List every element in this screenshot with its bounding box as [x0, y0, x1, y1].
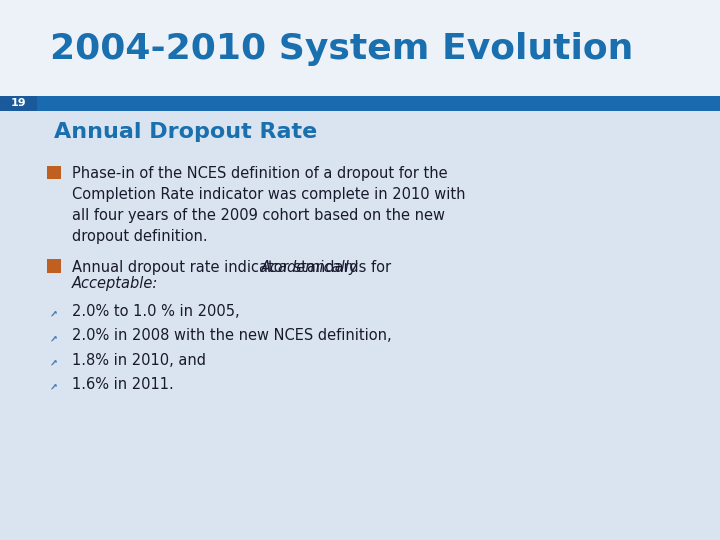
Text: ✔: ✔: [48, 380, 56, 389]
Bar: [47, 166, 61, 179]
Text: ✔: ✔: [48, 355, 56, 365]
Text: 1.6% in 2011.: 1.6% in 2011.: [72, 377, 174, 392]
Text: 19: 19: [11, 98, 27, 108]
Text: Annual Dropout Rate: Annual Dropout Rate: [54, 122, 318, 143]
Text: 1.8% in 2010, and: 1.8% in 2010, and: [72, 353, 206, 368]
Text: Academically: Academically: [261, 260, 358, 275]
Text: Annual dropout rate indicator standards for: Annual dropout rate indicator standards …: [72, 260, 396, 275]
Bar: [0, 96, 37, 111]
Text: 2.0% in 2008 with the new NCES definition,: 2.0% in 2008 with the new NCES definitio…: [72, 328, 392, 343]
Text: Acceptable:: Acceptable:: [72, 276, 158, 292]
Text: ✔: ✔: [48, 307, 56, 316]
Bar: [0, 96, 720, 111]
Bar: [0, 0, 720, 97]
Text: 2.0% to 1.0 % in 2005,: 2.0% to 1.0 % in 2005,: [72, 304, 240, 319]
Text: 2004-2010 System Evolution: 2004-2010 System Evolution: [50, 32, 634, 65]
Text: ✔: ✔: [48, 331, 56, 341]
Bar: [47, 259, 61, 273]
Text: Phase-in of the NCES definition of a dropout for the
Completion Rate indicator w: Phase-in of the NCES definition of a dro…: [72, 166, 466, 244]
Bar: [0, 97, 720, 540]
